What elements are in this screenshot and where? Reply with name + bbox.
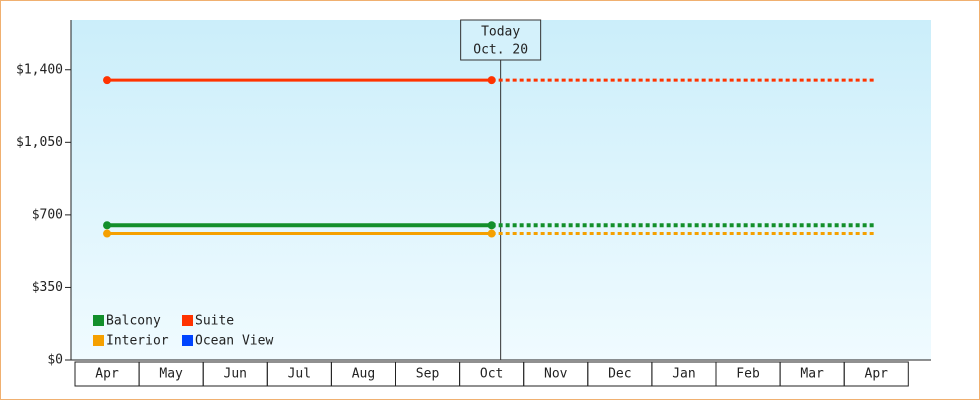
legend-swatch [182,335,193,346]
x-tick-label: Apr [865,367,889,382]
legend-label: Suite [195,314,234,329]
x-tick-label: Sep [416,367,440,382]
x-tick-label: Dec [608,367,631,382]
data-point [487,229,496,238]
annotation: Oct. 20 [473,43,528,58]
legend-label: Interior [106,334,169,349]
x-tick-label: Feb [736,367,760,382]
y-tick-label: $350 [32,280,63,295]
x-tick-label: Aug [352,367,375,382]
x-tick-label: Mar [800,367,824,382]
legend-label: Ocean View [195,334,273,349]
x-tick-label: Jul [288,367,311,382]
x-tick-label: May [159,367,183,382]
y-tick-label: $700 [32,207,63,222]
x-tick-label: Jan [672,367,695,382]
y-tick-label: $1,050 [16,135,63,150]
annotation: Today [481,25,520,40]
today-box [460,19,542,61]
y-tick-label: $0 [47,353,63,368]
x-tick-label: Oct [480,367,503,382]
data-point [103,76,112,85]
legend-swatch [182,315,193,326]
data-point [487,76,496,85]
legend-swatch [93,335,104,346]
x-tick-label: Apr [95,367,119,382]
legend-label: Balcony [106,314,161,329]
x-category-box [843,361,909,387]
legend-swatch [93,315,104,326]
data-point [487,221,496,230]
x-tick-label: Nov [544,367,568,382]
data-point [103,221,112,230]
data-point [103,229,112,238]
y-tick-label: $1,400 [16,62,63,77]
x-tick-label: Jun [224,367,247,382]
